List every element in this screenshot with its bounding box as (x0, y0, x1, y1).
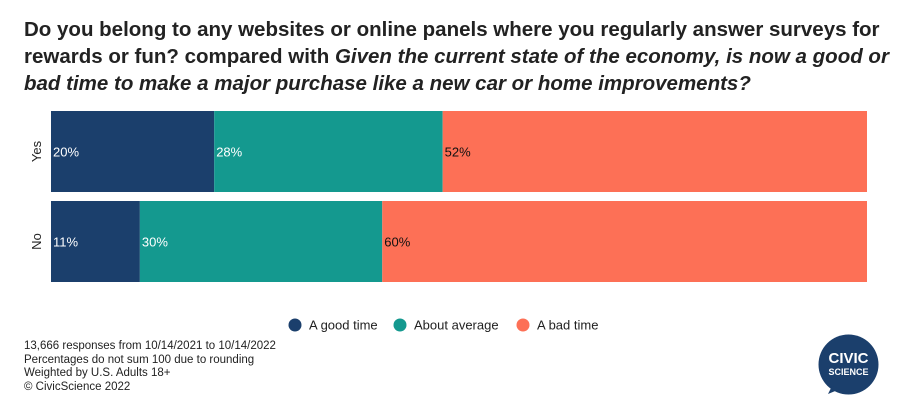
legend-marker-a-good-time (288, 318, 302, 332)
data-label-yes-about-average: 28% (216, 145, 242, 160)
footnote-weighting: Weighted by U.S. Adults 18+ (24, 367, 171, 379)
logo-circle (818, 334, 879, 395)
category-label-no: No (29, 233, 44, 250)
legend-marker-about-average (393, 318, 407, 332)
data-label-yes-a-good-time: 20% (53, 145, 79, 160)
footnote-copyright: © CivicScience 2022 (24, 380, 131, 393)
bar-yes-a-bad-time (442, 111, 867, 192)
bar-no-a-bad-time (382, 201, 867, 282)
footnote-rounding: Percentages do not sum 100 due to roundi… (24, 353, 255, 366)
data-label-no-a-good-time: 11% (53, 235, 78, 250)
data-label-no-about-average: 30% (142, 235, 168, 250)
bar-no-a-good-time (51, 201, 140, 282)
bar-no-about-average (139, 201, 383, 282)
footnotes: 13,666 responses from 10/14/2021 to 10/1… (24, 340, 276, 394)
civicscience-logo: CIVIC SCIENCE (818, 334, 879, 395)
legend-label-a-good-time: A good time (309, 318, 378, 333)
bar-yes-about-average (214, 111, 443, 192)
data-label-no-a-bad-time: 60% (384, 235, 410, 250)
title-part2: Given the current state of the economy, … (24, 45, 889, 95)
logo-text-science: SCIENCE (828, 367, 868, 377)
bar-yes-a-good-time (51, 111, 215, 192)
logo-text-civic: CIVIC (828, 350, 868, 367)
legend-label-a-bad-time: A bad time (537, 318, 598, 333)
chart-title: Do you belong to any websites or online … (24, 16, 894, 97)
legend-label-about-average: About average (414, 318, 499, 333)
logo-speech-tail (828, 386, 840, 394)
legend-marker-a-bad-time (516, 318, 530, 332)
title-part1: Do you belong to any websites or online … (24, 18, 880, 68)
category-label-yes: Yes (29, 140, 44, 162)
footnote-responses: 13,666 responses from 10/14/2021 to 10/1… (24, 340, 276, 352)
data-label-yes-a-bad-time: 52% (445, 145, 471, 160)
